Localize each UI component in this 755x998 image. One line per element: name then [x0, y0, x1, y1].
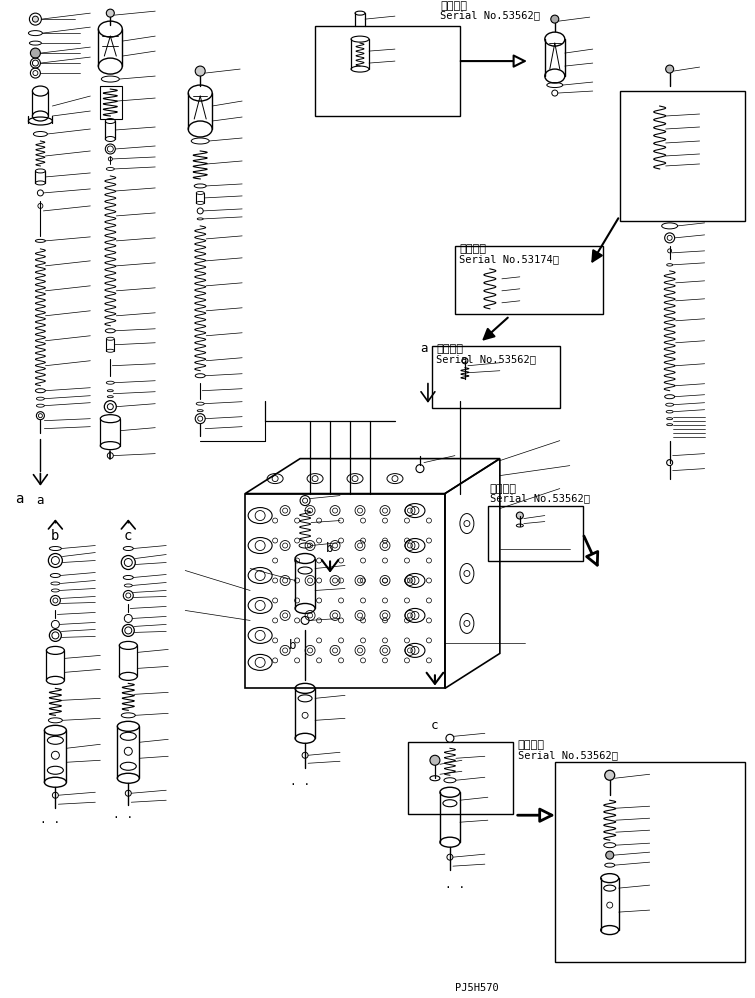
Bar [455, 246, 602, 313]
Text: . .: . . [290, 777, 310, 787]
Text: 適用号機: 適用号機 [518, 741, 545, 750]
Text: 適用号機: 適用号機 [459, 244, 486, 253]
Text: b: b [51, 529, 60, 543]
Text: . .: . . [113, 810, 134, 820]
Text: Serial No.53562～: Serial No.53562～ [490, 494, 590, 504]
Text: . .: . . [40, 815, 60, 825]
Text: Serial No.53562～: Serial No.53562～ [518, 750, 618, 760]
Bar [555, 762, 744, 962]
Ellipse shape [196, 66, 205, 76]
Ellipse shape [32, 16, 39, 22]
Ellipse shape [551, 15, 559, 23]
Text: Serial No.53562～: Serial No.53562～ [436, 353, 536, 363]
Text: 適用号機: 適用号機 [440, 1, 467, 11]
Ellipse shape [605, 770, 615, 780]
Text: b: b [289, 639, 297, 652]
Bar [245, 494, 445, 689]
Text: c: c [431, 719, 439, 732]
Bar [100, 86, 122, 119]
Text: a: a [37, 494, 44, 507]
Ellipse shape [666, 65, 673, 73]
Bar [620, 91, 744, 221]
Text: 適用号機: 適用号機 [490, 484, 517, 494]
Ellipse shape [30, 48, 40, 58]
Text: Serial No.53174～: Serial No.53174～ [459, 253, 559, 263]
Bar [315, 26, 460, 116]
Ellipse shape [606, 851, 614, 859]
Text: Serial No.53562～: Serial No.53562～ [440, 10, 540, 20]
Text: 適用号機: 適用号機 [436, 343, 463, 353]
Ellipse shape [106, 9, 114, 17]
Bar [432, 345, 559, 407]
Text: a: a [15, 492, 24, 506]
Text: b: b [326, 542, 334, 555]
Ellipse shape [516, 512, 523, 519]
Bar [408, 743, 513, 814]
Bar [488, 506, 583, 561]
Text: c: c [124, 529, 132, 543]
Text: PJ5H570: PJ5H570 [455, 983, 499, 993]
Ellipse shape [430, 755, 440, 765]
Text: a: a [421, 342, 428, 355]
Text: . .: . . [445, 880, 465, 890]
